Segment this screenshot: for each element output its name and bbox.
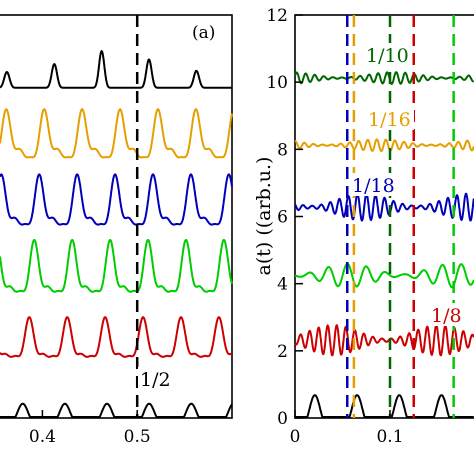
panel-a-series-group xyxy=(0,49,233,418)
annotation-background-0 xyxy=(138,367,175,390)
marker-annotation-4: 1/8 xyxy=(431,305,462,327)
panel-b-y-axis-title: a(t) ((arb.u.) xyxy=(253,157,275,276)
marker-annotation-0: 1/2 xyxy=(140,369,171,391)
panel-b-series-line-4 xyxy=(294,323,474,357)
annotation-background-4 xyxy=(429,303,466,326)
panel-b-y-tick-label-3: 6 xyxy=(277,208,288,228)
panel-b-series-line-5 xyxy=(295,394,474,418)
panel-a-x-tick-label-1: 0.5 xyxy=(124,427,151,447)
panel-a-series-line-1 xyxy=(0,108,233,159)
panel-b-y-tick-label-2: 4 xyxy=(277,275,288,295)
panel-b-x-ticks: 0 0.1 xyxy=(290,410,404,447)
panel-b-y-tick-label-0: 0 xyxy=(277,409,288,429)
panel-b-series-group xyxy=(294,71,474,418)
panel-b-series-line-0 xyxy=(294,71,474,86)
marker-annotation-2: 1/16 xyxy=(368,109,411,131)
panel-b-y-tick-label-5: 10 xyxy=(266,73,288,93)
panel-b-y-tick-label-1: 2 xyxy=(277,342,288,362)
panel-a-series-line-2 xyxy=(0,173,233,226)
panel-a-markers-group: 1/2 xyxy=(135,15,175,418)
panel-a-label: (a) xyxy=(192,23,215,43)
marker-annotation-1: 1/18 xyxy=(352,175,395,197)
annotation-background-2 xyxy=(366,107,414,130)
panel-a-x-ticks: 0.4 0.5 xyxy=(29,410,151,447)
marker-annotation-3: 1/10 xyxy=(366,45,409,67)
panel-a-frame xyxy=(0,14,233,419)
panel-b-x-tick-label-0: 0 xyxy=(290,427,301,447)
panel-a-series-line-0 xyxy=(0,49,232,89)
panel-a: (a) 1/2 0.4 0.5 xyxy=(0,14,233,447)
panel-a-series-line-3 xyxy=(0,239,233,293)
annotation-background-1 xyxy=(350,173,398,196)
panel-b-y-tick-label-6: 12 xyxy=(266,6,288,26)
panel-b-y-tick-label-4: 8 xyxy=(277,140,288,160)
panel-b-series-line-1 xyxy=(294,138,474,153)
panel-a-x-tick-label-0: 0.4 xyxy=(29,427,56,447)
annotation-background-3 xyxy=(364,43,412,66)
panel-a-series-line-4 xyxy=(0,316,233,358)
panel-b-markers-group: 1/18 1/16 1/10 1/8 xyxy=(346,15,466,418)
panel-b-series-line-2 xyxy=(294,192,474,222)
panel-a-series-line-5 xyxy=(0,402,233,418)
panel-b-series-line-3 xyxy=(294,262,474,289)
panel-b-x-tick-label-1: 0.1 xyxy=(376,427,403,447)
panel-b-y-ticks: 0 2 4 6 8 10 12 xyxy=(266,6,303,429)
